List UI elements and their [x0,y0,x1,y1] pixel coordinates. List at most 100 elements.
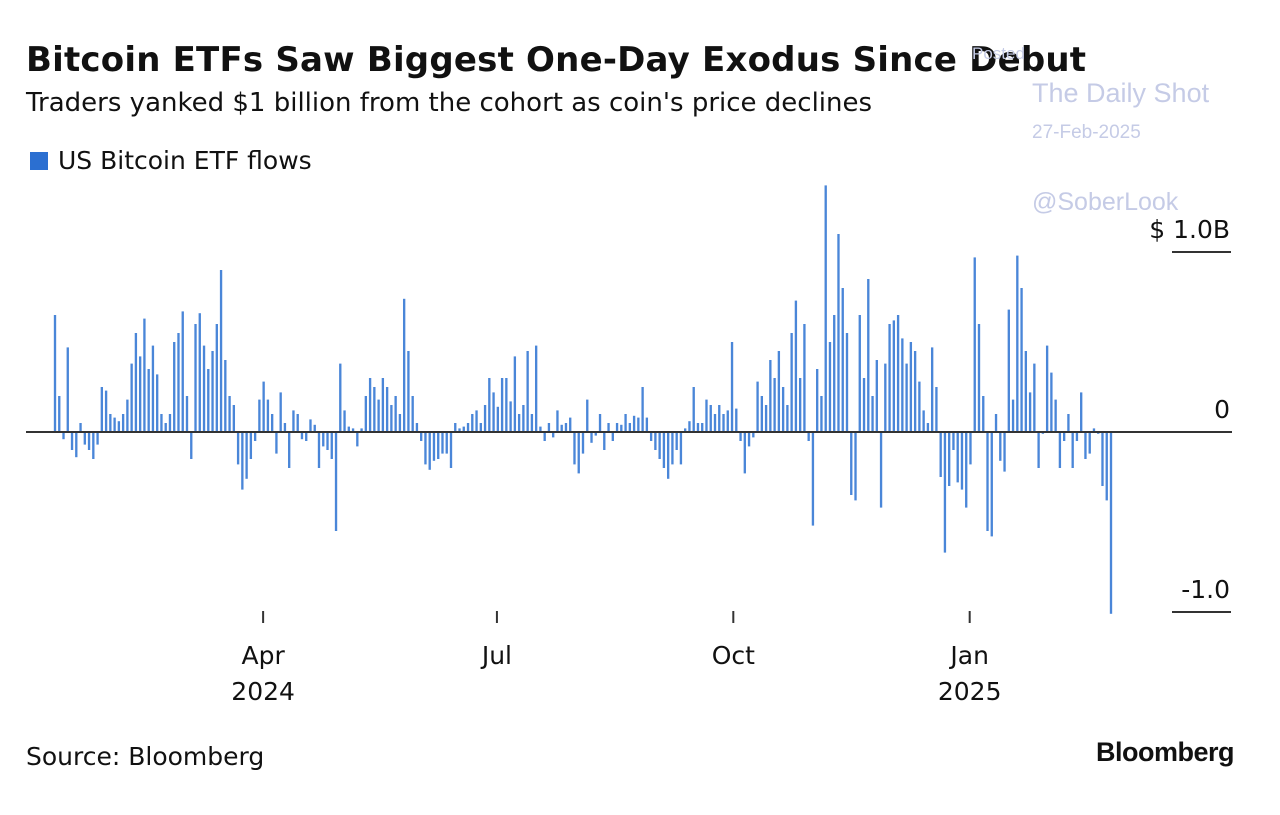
flow-bar [138,356,142,432]
flow-bar [58,396,61,432]
source-note: Source: Bloomberg [26,742,265,771]
flow-bar [611,432,614,441]
flow-bar [569,417,572,432]
y-tick-label: 0 [1214,395,1230,424]
flow-bar [594,432,597,436]
flow-bar [560,424,563,432]
flow-bar [249,432,253,459]
flow-bar [556,410,559,432]
flow-bar [896,315,900,432]
flow-bar [326,432,329,450]
flow-bar [270,414,274,432]
flow-bar [982,396,985,432]
flow-bar [292,410,295,432]
flow-bar [828,342,832,432]
flow-bar [816,369,819,432]
flow-bar [790,333,793,432]
flow-bar [948,432,951,486]
flow-bar [841,288,844,432]
flow-bar [590,432,593,443]
flow-bar [475,410,478,432]
flow-bar [245,432,248,479]
flow-bar [743,432,746,474]
flow-bar [181,311,184,432]
flow-bar [581,432,585,454]
flow-bar [381,378,385,432]
flow-bar [117,421,121,432]
flow-bar [343,410,346,432]
flow-bar [288,432,291,468]
flow-bar [224,360,227,432]
flow-bar [458,428,461,432]
flow-bar [918,381,921,432]
flow-bar [356,432,359,447]
flow-bar [607,423,610,432]
flow-bar [1088,432,1091,454]
flow-bar [824,185,827,432]
flow-bar [1028,392,1032,432]
flow-bar [62,432,65,440]
flow-bar [905,363,908,432]
flow-bar [713,414,717,432]
flow-bar [258,399,261,432]
flow-bar [926,423,930,432]
flow-bar [718,405,721,432]
x-tick-year: 2025 [938,677,1002,706]
flow-bar [466,423,470,432]
flow-bar [769,360,772,432]
flow-bar [407,351,410,432]
flow-bar [377,399,380,432]
flow-bar [317,432,321,468]
flow-bar [935,387,938,432]
flow-bar [202,345,206,432]
flow-bar [888,324,891,432]
flow-bar [411,396,414,432]
flow-bar [275,432,278,454]
flow-bar [1062,432,1066,441]
flow-bar [811,432,815,526]
chart-subtitle: Traders yanked $1 billion from the cohor… [26,88,873,118]
flow-bar [701,423,704,432]
flow-bar [977,324,981,432]
flow-bar [437,432,440,459]
flow-bar [522,405,525,432]
bar-group [53,185,1113,614]
flow-bar [986,432,989,531]
flow-bar [628,423,632,432]
flow-bar [654,432,657,450]
flow-bar [709,405,712,432]
flow-bar [620,424,623,432]
flow-bar [334,432,338,531]
flow-bar [756,381,759,432]
y-tick-label: -1.0 [1181,575,1230,604]
flow-bar [279,392,282,432]
watermark-publication: The Daily Shot [1032,78,1210,108]
flow-bar [445,432,448,454]
flow-bar [679,432,683,465]
flow-bar [649,432,653,441]
flow-bar [173,342,176,432]
flow-bar [339,363,342,432]
flow-bar [884,363,887,432]
flow-bar [990,432,993,537]
flow-bar [858,315,861,432]
flow-bar [160,414,163,432]
flow-bar [177,333,180,432]
flow-bar [662,432,666,468]
flow-bar [75,432,78,458]
flow-bar [1058,432,1062,468]
flow-bar [956,432,959,483]
flow-bar [351,428,355,432]
flow-bar [113,417,116,432]
flow-bar [79,423,82,432]
flow-bar [764,405,768,432]
flow-bar [360,428,363,432]
flow-bar [364,396,368,432]
flow-bar [530,414,534,432]
flow-bar [598,414,602,432]
flow-bar [564,423,568,432]
flow-bar [87,432,91,450]
flow-bar [402,298,406,432]
flow-bar [1071,432,1074,468]
flow-bar [820,396,823,432]
